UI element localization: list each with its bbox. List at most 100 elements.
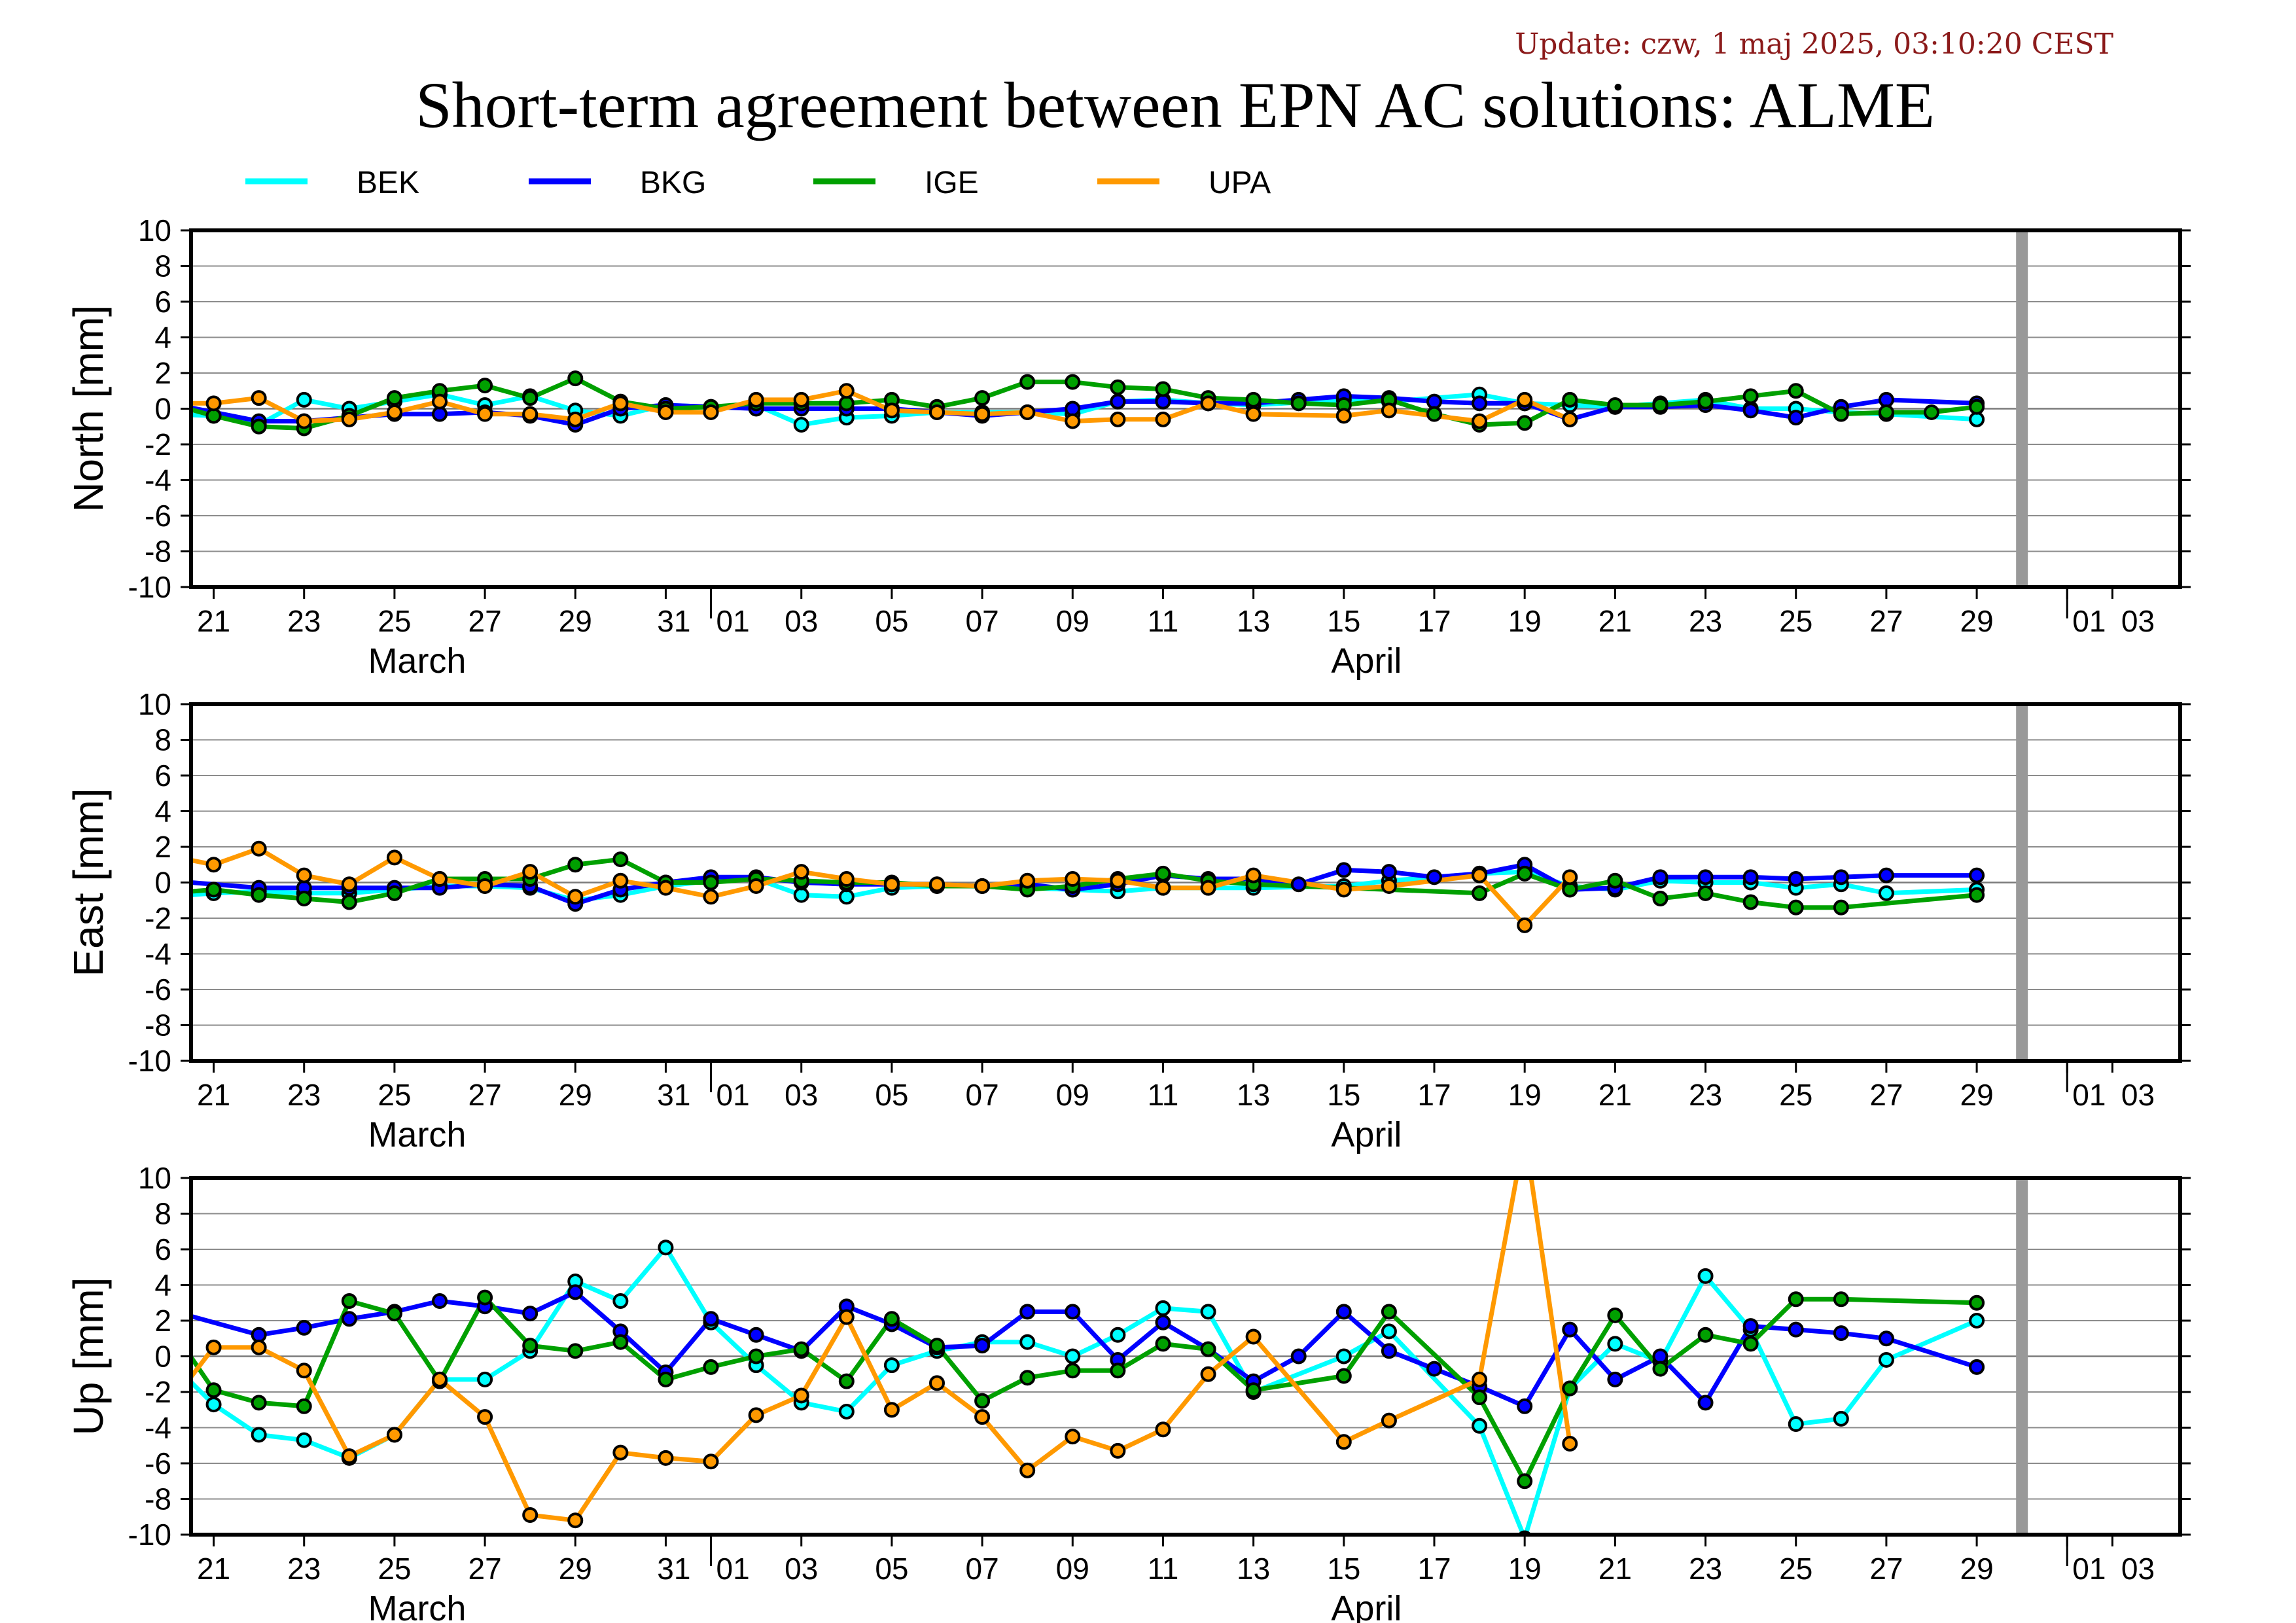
north-ytick-label: 6 — [154, 285, 171, 319]
north-xtick-label: 31 — [657, 604, 690, 638]
up-series-upa-point — [296, 1363, 312, 1379]
up-ytick-label: -8 — [145, 1482, 171, 1516]
north-ytick-label: -4 — [145, 463, 171, 497]
north-xtick-label: 15 — [1327, 604, 1360, 638]
north-series-ige-point — [522, 390, 539, 406]
north-series-upa-point — [1019, 404, 1036, 420]
up-series-bkg-point — [1607, 1371, 1623, 1387]
east-series-upa-point — [883, 876, 900, 893]
east-series-upa-point — [612, 872, 629, 889]
up-series-bek-point — [1472, 1418, 1488, 1434]
east-xtick-label: 23 — [1689, 1078, 1722, 1112]
legend-label-bek: BEK — [357, 166, 419, 200]
up-series-upa-point — [793, 1387, 809, 1404]
up-series-ige-point — [341, 1293, 357, 1310]
east-xtick-label: 25 — [1779, 1078, 1812, 1112]
east-series-upa-point — [1019, 872, 1036, 889]
east-series-upa-point — [1517, 917, 1533, 933]
east-series-upa-point — [748, 878, 764, 894]
up-series-bkg-point — [1697, 1395, 1714, 1411]
up-month-label: March — [368, 1589, 466, 1623]
east-ytick-label: 0 — [154, 866, 171, 900]
north-xtick-label: 23 — [1689, 604, 1722, 638]
up-series-upa-point — [477, 1409, 493, 1425]
north-month-label: April — [1331, 641, 1402, 681]
north-xtick-label: 11 — [1148, 604, 1179, 638]
north-series-upa-point — [1381, 402, 1397, 419]
east-series-bkg-point — [1697, 869, 1714, 885]
east-xtick-label: 03 — [785, 1078, 818, 1112]
north-xtick-label: 05 — [875, 604, 908, 638]
north-series-upa-point — [1335, 408, 1352, 424]
up-xtick-label: 27 — [468, 1552, 502, 1586]
east-series-ige-point — [386, 885, 402, 901]
north-xtick-label: 19 — [1508, 604, 1542, 638]
east-xtick-label: 21 — [1598, 1078, 1632, 1112]
up-xtick-label: 29 — [1960, 1552, 1994, 1586]
north-xtick-label: 09 — [1056, 604, 1089, 638]
up-series-bkg-point — [1969, 1359, 1985, 1375]
north-series-bkg-point — [1742, 402, 1759, 419]
east-xtick-label: 29 — [1960, 1078, 1994, 1112]
up-series-bek-point — [1833, 1410, 1849, 1427]
up-series-ige-point — [1335, 1368, 1352, 1384]
east-xtick-label: 19 — [1508, 1078, 1542, 1112]
up-series-bek-point — [1200, 1304, 1216, 1320]
north-xtick-label: 27 — [1869, 604, 1903, 638]
east-ytick-label: 2 — [154, 830, 171, 864]
up-series-bek-point — [1697, 1268, 1714, 1284]
up-series-ige-point — [1833, 1291, 1849, 1308]
east-series-group — [191, 840, 1985, 933]
north-ytick-label: -6 — [145, 499, 171, 533]
north-xtick-label: 07 — [966, 604, 999, 638]
north-series-upa-point — [1200, 395, 1216, 412]
east-xtick-label: 15 — [1327, 1078, 1360, 1112]
north-series-bkg-point — [1110, 393, 1126, 410]
up-series-upa-point — [1562, 1436, 1578, 1452]
north-series-upa-point — [612, 395, 629, 412]
up-series-bek-point — [1969, 1313, 1985, 1329]
up-xtick-label: 01 — [2072, 1552, 2106, 1586]
up-series-bkg-point — [1335, 1304, 1352, 1320]
up-xtick-label: 21 — [1598, 1552, 1632, 1586]
east-series-upa-point — [251, 840, 267, 857]
east-series-ige-point — [1472, 885, 1488, 901]
up-ytick-label: 8 — [154, 1197, 171, 1231]
up-series-bkg-point — [1290, 1348, 1307, 1364]
east-axis-label: East [mm] — [65, 788, 112, 976]
east-series-upa-point — [1245, 867, 1262, 883]
up-series-upa-point — [1335, 1434, 1352, 1450]
up-xtick-label: 09 — [1056, 1552, 1089, 1586]
north-series-upa-point — [251, 390, 267, 406]
up-ytick-label: 10 — [138, 1161, 171, 1195]
up-month-label: April — [1331, 1589, 1402, 1623]
up-series-bek-point — [1335, 1348, 1352, 1364]
east-xtick-label: 11 — [1148, 1078, 1179, 1112]
up-series-bkg-point — [1788, 1321, 1804, 1338]
east-series-ige-point — [1155, 865, 1171, 882]
north-series-ige-point — [1562, 391, 1578, 408]
north-series-upa-point — [793, 391, 809, 408]
up-series-ige-point — [838, 1373, 855, 1389]
north-series-upa-point — [1517, 391, 1533, 408]
up-series-ige-point — [1065, 1363, 1081, 1379]
east-series-bek-point — [1878, 885, 1894, 901]
north-xtick-label: 17 — [1417, 604, 1451, 638]
up-series-bek-point — [205, 1397, 222, 1413]
up-xtick-label: 17 — [1417, 1552, 1451, 1586]
north-series-upa-point — [1155, 411, 1171, 427]
north-xtick-label: 03 — [2121, 604, 2155, 638]
north-series-ige-point — [1878, 404, 1894, 420]
up-series-upa-point — [929, 1375, 945, 1391]
up-ytick-label: -6 — [145, 1446, 171, 1480]
up-series-bek-point — [1878, 1351, 1894, 1368]
north-series-upa-point — [477, 406, 493, 422]
up-series-upa-point — [1472, 1371, 1488, 1387]
east-series-upa-point — [658, 880, 674, 896]
north-series-upa-point — [929, 404, 945, 420]
up-series-bkg-point — [1742, 1318, 1759, 1334]
east-series-upa-point — [1472, 867, 1488, 883]
up-series-ige-point — [703, 1359, 719, 1375]
north-xtick-label: 01 — [2072, 604, 2106, 638]
up-series-ige-point — [296, 1398, 312, 1414]
